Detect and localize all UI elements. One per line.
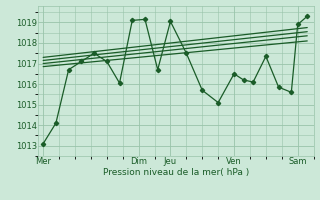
X-axis label: Pression niveau de la mer( hPa ): Pression niveau de la mer( hPa )	[103, 168, 249, 177]
